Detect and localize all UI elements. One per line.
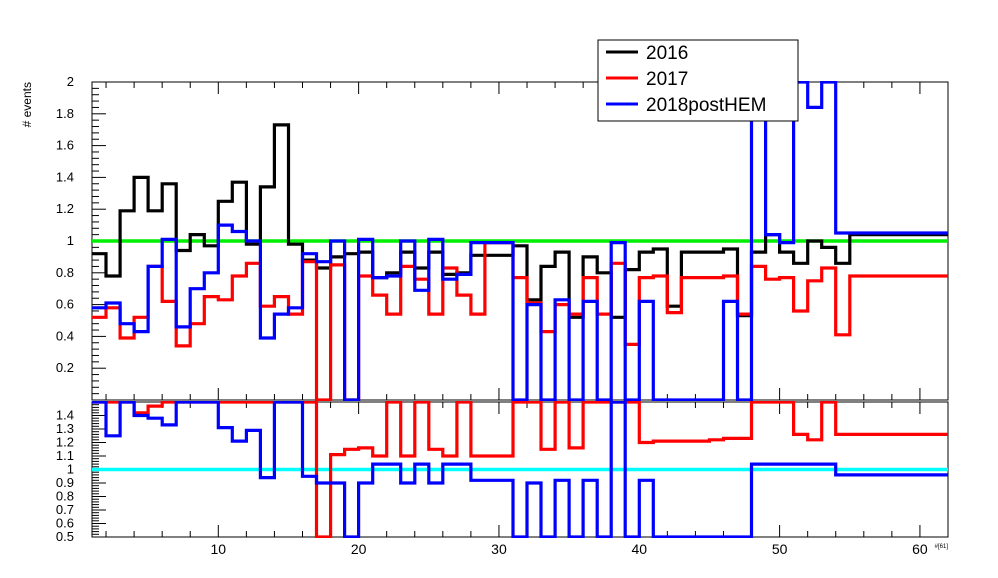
lower-y-tick-label: 0.9 [56, 475, 74, 490]
upper-series-line-2017 [92, 243, 948, 400]
lower-panel: 0.50.60.70.80.911.11.21.31.4 [56, 402, 948, 544]
upper-y-tick-label: 0.2 [56, 360, 74, 375]
lower-y-tick-label: 1.2 [56, 435, 74, 450]
y-axis-title: # events [20, 82, 34, 127]
upper-series-2017 [92, 243, 948, 400]
upper-y-tick-label: 0.8 [56, 265, 74, 280]
lower-y-tick-label: 0.5 [56, 529, 74, 544]
upper-panel: 0.2 0.4 0.6 0.8 1 1.2 1.4 1.6 1.8 2 [56, 74, 948, 400]
legend: 2016 2017 2018postHEM [598, 40, 798, 121]
lower-y-tick-label: 1.1 [56, 448, 74, 463]
upper-y-tick-label: 0.4 [56, 328, 74, 343]
lower-y-tick-label: 0.8 [56, 489, 74, 504]
legend-label-2017: 2017 [646, 69, 688, 90]
upper-series-line-2016 [92, 125, 948, 317]
upper-y-tick-label: 1.8 [56, 106, 74, 121]
upper-y-tick-label: 2 [67, 74, 74, 89]
upper-y-tick-label: 0.6 [56, 297, 74, 312]
legend-label-2016: 2016 [646, 43, 688, 64]
lower-y-tick-label: 1.4 [56, 408, 74, 423]
upper-y-tick-label: 1 [67, 233, 74, 248]
upper-y-tick-label: 1.6 [56, 138, 74, 153]
legend-label-2018postHEM: 2018postHEM [646, 95, 766, 116]
lower-y-tick-label: 1 [67, 462, 74, 477]
x-axis-fragment: #[61] [935, 544, 949, 550]
upper-y-tick-label: 1.2 [56, 201, 74, 216]
lower-y-tick-label: 1.3 [56, 421, 74, 436]
x-tick-label: 30 [491, 541, 507, 557]
x-tick-label: 10 [211, 541, 227, 557]
upper-series-2016 [92, 125, 948, 317]
lower-y-tick-label: 0.6 [56, 516, 74, 531]
lower-y-tick-label: 0.7 [56, 502, 74, 517]
upper-y-tick-label: 1.4 [56, 169, 74, 184]
x-tick-label: 40 [631, 541, 647, 557]
x-tick-label: 60 [912, 541, 928, 557]
x-tick-label: 50 [772, 541, 788, 557]
x-tick-label: 20 [351, 541, 367, 557]
